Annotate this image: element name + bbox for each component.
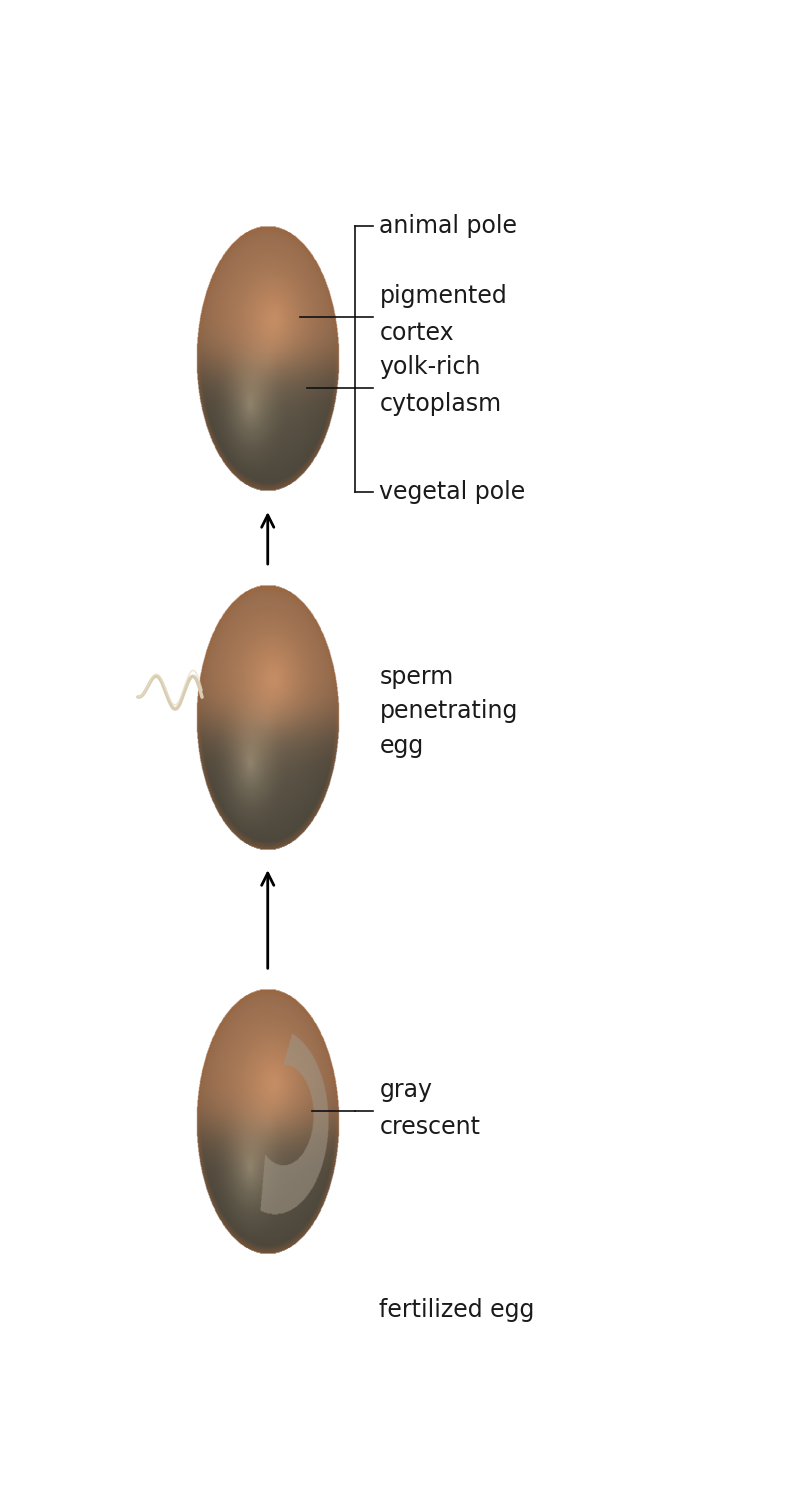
Text: vegetal pole: vegetal pole: [380, 480, 525, 504]
Text: animal pole: animal pole: [380, 214, 517, 238]
Text: cortex: cortex: [380, 321, 454, 345]
Text: fertilized egg: fertilized egg: [380, 1298, 535, 1322]
Text: pigmented: pigmented: [380, 284, 507, 308]
Text: penetrating: penetrating: [380, 699, 518, 723]
Text: sperm: sperm: [380, 664, 453, 688]
Text: yolk-rich: yolk-rich: [380, 356, 481, 380]
Text: egg: egg: [380, 734, 424, 758]
Text: cytoplasm: cytoplasm: [380, 393, 501, 417]
Text: gray: gray: [380, 1078, 433, 1102]
Text: crescent: crescent: [380, 1114, 481, 1138]
